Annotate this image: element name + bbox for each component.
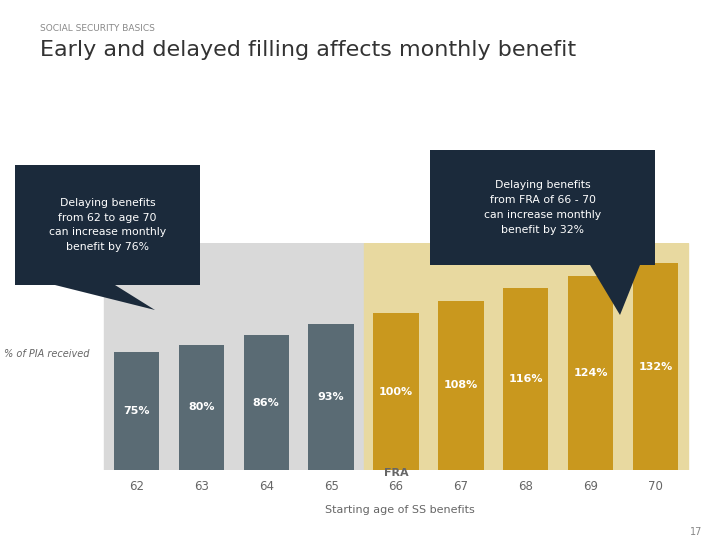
Text: Delaying benefits
from 62 to age 70
can increase monthly
benefit by 76%: Delaying benefits from 62 to age 70 can … [49,198,166,252]
Polygon shape [590,265,640,315]
Text: FRA: FRA [384,468,408,478]
Text: 80%: 80% [188,402,215,412]
Polygon shape [55,285,155,310]
Text: 17: 17 [690,526,702,537]
Text: 124%: 124% [573,368,608,378]
Bar [364,243,688,470]
Bar [114,353,159,470]
Bar [438,301,484,470]
Text: 116%: 116% [508,374,543,384]
Text: 86%: 86% [253,397,279,408]
Bar [308,325,354,470]
Bar [373,313,419,470]
Bar [15,165,200,285]
Bar [430,150,655,265]
Text: 132%: 132% [639,362,672,372]
Bar [633,264,678,470]
Bar [179,345,224,470]
Text: 100%: 100% [379,387,413,396]
Text: 108%: 108% [444,380,478,390]
Text: 93%: 93% [318,392,344,402]
Text: Starting age of SS benefits: Starting age of SS benefits [325,505,474,515]
Bar [243,335,289,470]
Text: SOCIAL SECURITY BASICS: SOCIAL SECURITY BASICS [40,24,155,33]
Bar [503,288,549,470]
Text: Delaying benefits
from FRA of 66 - 70
can increase monthly
benefit by 32%: Delaying benefits from FRA of 66 - 70 ca… [484,180,601,235]
Text: % of PIA received: % of PIA received [4,349,89,359]
Text: Early and delayed filling affects monthly benefit: Early and delayed filling affects monthl… [40,40,576,60]
Bar [104,243,364,470]
Bar [568,276,613,470]
Text: 75%: 75% [123,406,150,416]
